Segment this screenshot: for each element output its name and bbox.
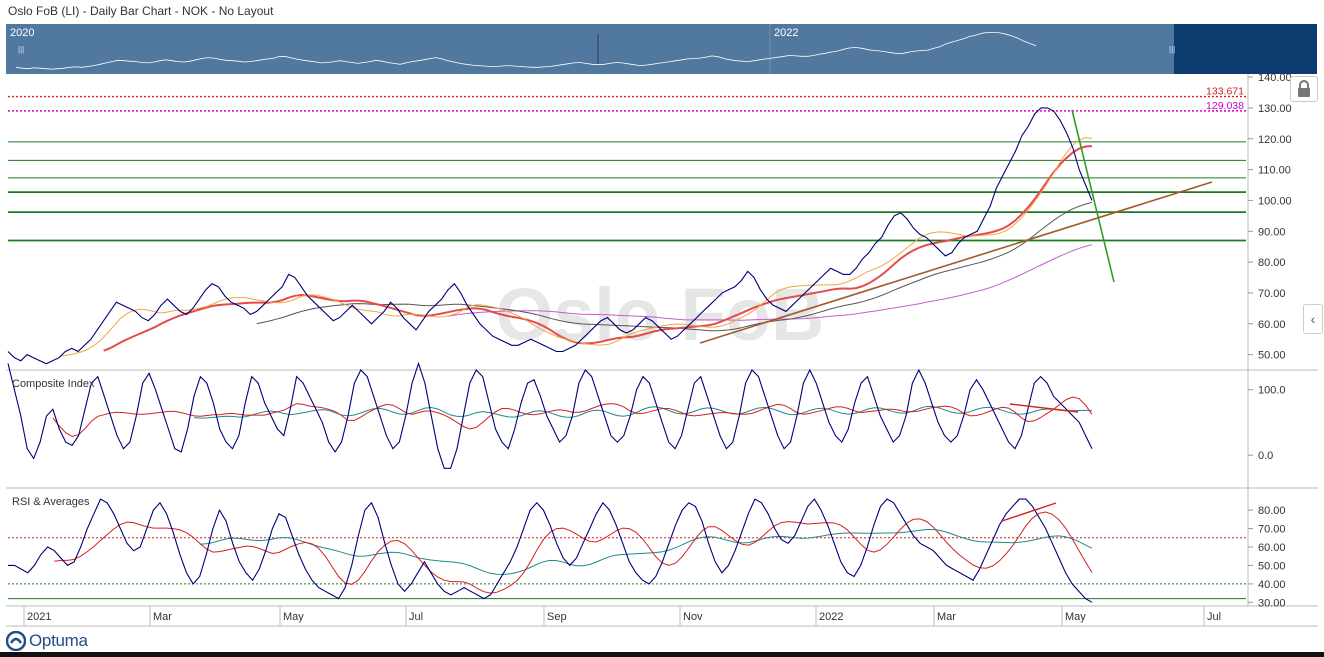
composite-tick-label-1: 0.0 [1258, 450, 1273, 462]
price-tick-label-4: 100.00 [1258, 195, 1292, 207]
optuma-logo: Optuma [6, 630, 88, 652]
optuma-logo-icon [6, 631, 26, 651]
lock-icon [1298, 80, 1310, 97]
time-tick-label-2: May [283, 611, 304, 623]
time-tick-label-6: 2022 [819, 611, 843, 623]
overview-left-handle[interactable]: ||| [18, 45, 24, 54]
price-tick-label-8: 60.00 [1258, 319, 1286, 331]
rsi-tick-label-1: 70.00 [1258, 524, 1286, 536]
overview-label-2020: 2020 [10, 27, 34, 39]
price-tick-label-3: 110.00 [1258, 165, 1291, 177]
price-tick-label-0: 140.00 [1258, 72, 1292, 84]
rsi-tick-label-3: 50.00 [1258, 560, 1286, 572]
rsi-tick-label-2: 60.00 [1258, 542, 1286, 554]
rsi-fast-average-line [54, 511, 1093, 594]
overview-line [15, 31, 1037, 70]
rsi-divergence-line[interactable] [1001, 502, 1057, 522]
price-tick-label-1: 130.00 [1258, 103, 1292, 115]
composite-tick-label-0: 100.0 [1258, 385, 1286, 397]
overview-future [1174, 24, 1317, 74]
composite-fast-average-line [52, 396, 1093, 437]
price-tick-label-6: 80.00 [1258, 257, 1286, 269]
overview-right-handle[interactable]: ||| [1169, 45, 1175, 54]
brand-name: Optuma [29, 631, 88, 650]
watermark: Oslo FoB [496, 273, 825, 356]
rsi-tick-label-0: 80.00 [1258, 505, 1286, 517]
bottom-bar [0, 652, 1324, 657]
ma-long-line [447, 244, 1093, 321]
chart-title: Oslo FoB (LI) - Daily Bar Chart - NOK - … [8, 4, 274, 18]
collapse-panel-button[interactable]: ‹ [1303, 304, 1323, 334]
overview-label-2022: 2022 [774, 27, 798, 39]
composite-panel-title: Composite Index [12, 378, 95, 390]
time-tick-label-1: Mar [153, 611, 172, 623]
time-tick-label-8: May [1065, 611, 1086, 623]
time-tick-label-7: Mar [937, 611, 956, 623]
level-label-1: 129.038 [1206, 100, 1244, 112]
overview-navigator[interactable]: 2020 2022 ||| ||| [6, 24, 1317, 74]
trendline-uptrend[interactable] [699, 181, 1213, 344]
ma-mid-line [103, 145, 1093, 352]
price-tick-label-7: 70.00 [1258, 288, 1286, 300]
rsi-line [8, 498, 1093, 603]
rsi-tick-label-4: 40.00 [1258, 579, 1286, 591]
overview-range[interactable] [6, 24, 1174, 74]
price-tick-label-2: 120.00 [1258, 134, 1292, 146]
price-line [7, 107, 1093, 365]
trendline-downtrend[interactable] [1071, 109, 1115, 283]
rsi-slow-average-line [199, 529, 1093, 575]
composite-slow-average-line [193, 405, 1093, 419]
time-tick-label-4: Sep [547, 611, 567, 623]
time-tick-label-0: 2021 [27, 611, 51, 623]
time-tick-label-5: Nov [683, 611, 703, 623]
time-tick-label-3: Jul [409, 611, 423, 623]
time-tick-label-9: Jul [1207, 611, 1221, 623]
price-tick-label-5: 90.00 [1258, 226, 1286, 238]
chevron-left-icon: ‹ [1310, 311, 1316, 327]
rsi-panel-title: RSI & Averages [12, 496, 90, 508]
lock-button[interactable] [1290, 76, 1318, 102]
level-label-0: 133.671 [1206, 86, 1244, 98]
rsi-tick-label-5: 30.00 [1258, 597, 1286, 609]
price-tick-label-9: 50.00 [1258, 350, 1286, 362]
composite-divergence-line[interactable] [1009, 403, 1079, 413]
ma-fast-line [60, 136, 1093, 357]
chart-canvas[interactable]: Oslo FoB 133.671 129.038 140.00 130.00 120.… [0, 0, 1324, 630]
composite-index-line [7, 361, 1093, 469]
